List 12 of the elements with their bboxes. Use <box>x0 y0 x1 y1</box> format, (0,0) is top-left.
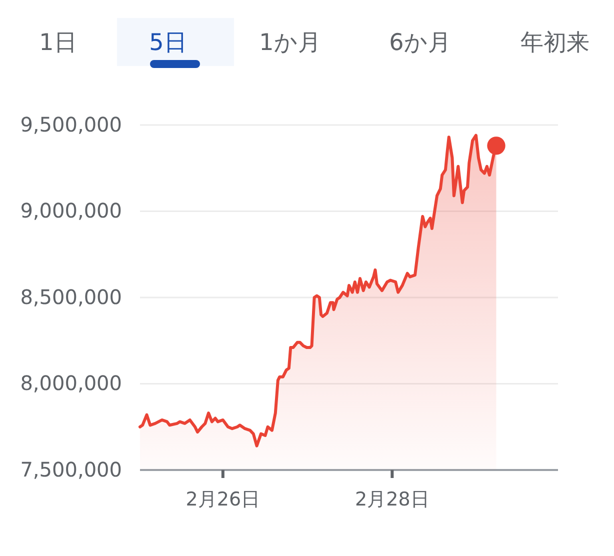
y-tick-label: 7,500,000 <box>20 457 122 482</box>
text: 1か月 <box>259 30 321 56</box>
y-tick-label: 8,000,000 <box>20 371 122 396</box>
y-tick-label: 9,500,000 <box>20 112 122 136</box>
text: 1日 <box>39 30 77 56</box>
x-tick-label: 2月26日 <box>186 488 260 510</box>
text: 5日 <box>149 30 187 56</box>
y-tick-label: 9,000,000 <box>20 198 122 223</box>
text: 6か月 <box>389 30 451 56</box>
text: 年初来 <box>520 30 590 56</box>
x-tick-label: 2月28日 <box>355 488 430 510</box>
y-tick-label: 8,500,000 <box>20 284 122 309</box>
